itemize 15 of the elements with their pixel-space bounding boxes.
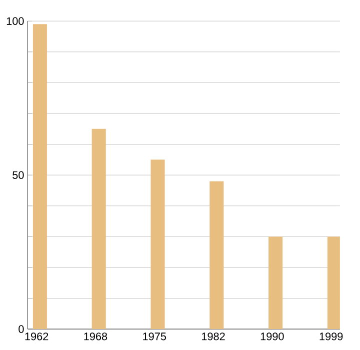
bar: [327, 236, 340, 329]
x-tick-label: 1982: [202, 332, 225, 340]
y-tick-label: 0: [18, 325, 24, 333]
bar: [268, 236, 283, 329]
x-tick-label: 1962: [25, 332, 48, 340]
bar: [150, 160, 165, 329]
bar: [92, 128, 106, 329]
y-tick-label: 50: [12, 171, 24, 179]
bar: [210, 181, 224, 329]
bar: [32, 24, 47, 329]
y-tick-label: 100: [6, 17, 24, 25]
x-tick-label: 1975: [143, 332, 166, 340]
x-tick-label: 1999: [320, 332, 343, 340]
x-tick-label: 1968: [84, 332, 108, 340]
x-tick-label: 1990: [260, 332, 284, 340]
